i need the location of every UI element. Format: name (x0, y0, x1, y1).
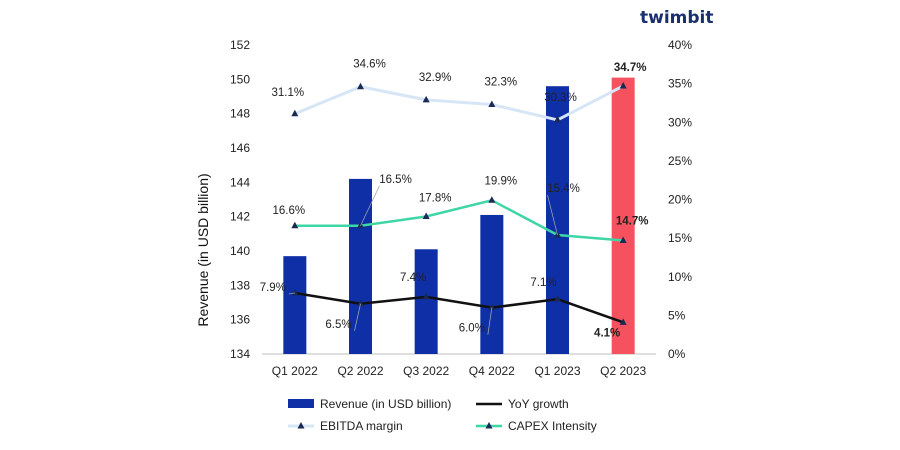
right-tick-label: 20% (668, 193, 692, 207)
twimbit-logo: twimbit (640, 8, 714, 28)
data-label: 6.5% (325, 319, 351, 331)
label-leader (547, 194, 558, 236)
label-leader (354, 303, 361, 331)
series-line (294, 198, 624, 242)
label-leader (487, 307, 493, 335)
data-label: 7.9% (260, 282, 286, 294)
data-label: 6.0% (459, 323, 485, 335)
left-tick-label: 136 (230, 313, 250, 327)
right-tick-label: 25% (668, 154, 692, 168)
revenue-bar (414, 249, 438, 354)
series-marker (488, 303, 496, 311)
left-tick-label: 150 (230, 72, 250, 86)
right-tick-label: 35% (668, 77, 692, 91)
x-axis-ticks: Q1 2022 Q2 2022 Q3 2022 Q4 2022 Q1 2023 Q2 20… (272, 364, 647, 378)
right-tick-label: 30% (668, 115, 692, 129)
legend-label: CAPEX Intensity (508, 419, 597, 433)
data-label: 32.3% (485, 76, 518, 88)
legend: Revenue (in USD billion) YoY growth EBITDA… (288, 397, 597, 433)
left-axis-ticks: 134 136 138 140 142 144 146 148 150 152 (230, 38, 250, 361)
data-label: 4.1% (594, 327, 620, 339)
right-tick-label: 5% (668, 308, 686, 322)
revenue-bar (283, 256, 307, 354)
revenue-bar (611, 77, 635, 354)
revenue-bar (349, 178, 372, 354)
right-tick-label: 10% (668, 270, 692, 284)
left-tick-label: 134 (230, 347, 250, 361)
data-label: 14.7% (616, 215, 649, 227)
revenue-bar (546, 86, 569, 354)
x-tick-label: Q4 2022 (469, 364, 515, 378)
series-marker (291, 221, 299, 229)
series-line (294, 291, 624, 324)
data-label: 30.3% (544, 92, 577, 104)
left-tick-label: 138 (230, 278, 250, 292)
series-marker (619, 318, 627, 325)
legend-label: YoY growth (508, 397, 569, 411)
left-tick-label: 142 (230, 210, 250, 224)
series-marker (291, 109, 299, 117)
data-label: 19.9% (485, 175, 518, 187)
data-label: 31.1% (272, 87, 305, 99)
series-marker (422, 292, 430, 300)
y-axis-label: Revenue (in USD billion) (195, 173, 211, 326)
x-tick-label: Q2 2023 (600, 364, 646, 378)
right-tick-label: 0% (668, 347, 686, 361)
right-tick-label: 15% (668, 231, 692, 245)
percentage-lines: 31.1% 34.6% 32.9% 32.3% 30.3% 34.7% 16.6% 16.5%… (260, 59, 649, 340)
series-marker (291, 288, 299, 296)
series-marker (554, 295, 561, 302)
x-tick-label: Q1 2023 (534, 364, 580, 378)
series-marker (488, 196, 496, 203)
legend-marker (297, 422, 305, 429)
legend-label: Revenue (in USD billion) (320, 397, 451, 411)
series-line (294, 84, 624, 122)
series-marker (619, 236, 627, 243)
right-axis-ticks: 0% 5% 10% 15% 20% 25% 30% 35% 40% (668, 38, 692, 361)
left-tick-label: 144 (230, 175, 250, 189)
series-marker (357, 299, 364, 307)
data-label: 7.1% (530, 277, 556, 289)
series-marker (357, 82, 364, 90)
label-leader (288, 292, 295, 295)
data-label: 17.8% (419, 192, 452, 204)
data-label: 16.6% (273, 205, 306, 217)
series-marker (554, 115, 561, 123)
data-label: 34.6% (353, 59, 386, 71)
series-marker (488, 100, 496, 107)
x-tick-label: Q1 2022 (272, 364, 318, 378)
label-leader (360, 185, 380, 226)
x-tick-label: Q2 2022 (337, 364, 383, 378)
revenue-bars (283, 77, 635, 354)
left-tick-label: 140 (230, 244, 250, 258)
legend-marker (485, 422, 493, 429)
right-tick-label: 40% (668, 38, 692, 52)
legend-label: EBITDA margin (320, 419, 403, 433)
x-tick-label: Q3 2022 (403, 364, 449, 378)
left-tick-label: 146 (230, 141, 250, 155)
data-label: 15.4% (547, 183, 580, 195)
series-marker (619, 81, 627, 89)
revenue-bar (480, 214, 504, 354)
legend-swatch (288, 399, 314, 408)
data-label: 16.5% (379, 174, 412, 186)
data-label: 32.9% (419, 72, 452, 84)
left-tick-label: 152 (230, 38, 250, 52)
series-marker (422, 95, 430, 103)
series-marker (422, 212, 430, 219)
left-tick-label: 148 (230, 107, 250, 121)
data-label: 34.7% (614, 62, 647, 74)
data-label: 7.4% (400, 272, 426, 284)
